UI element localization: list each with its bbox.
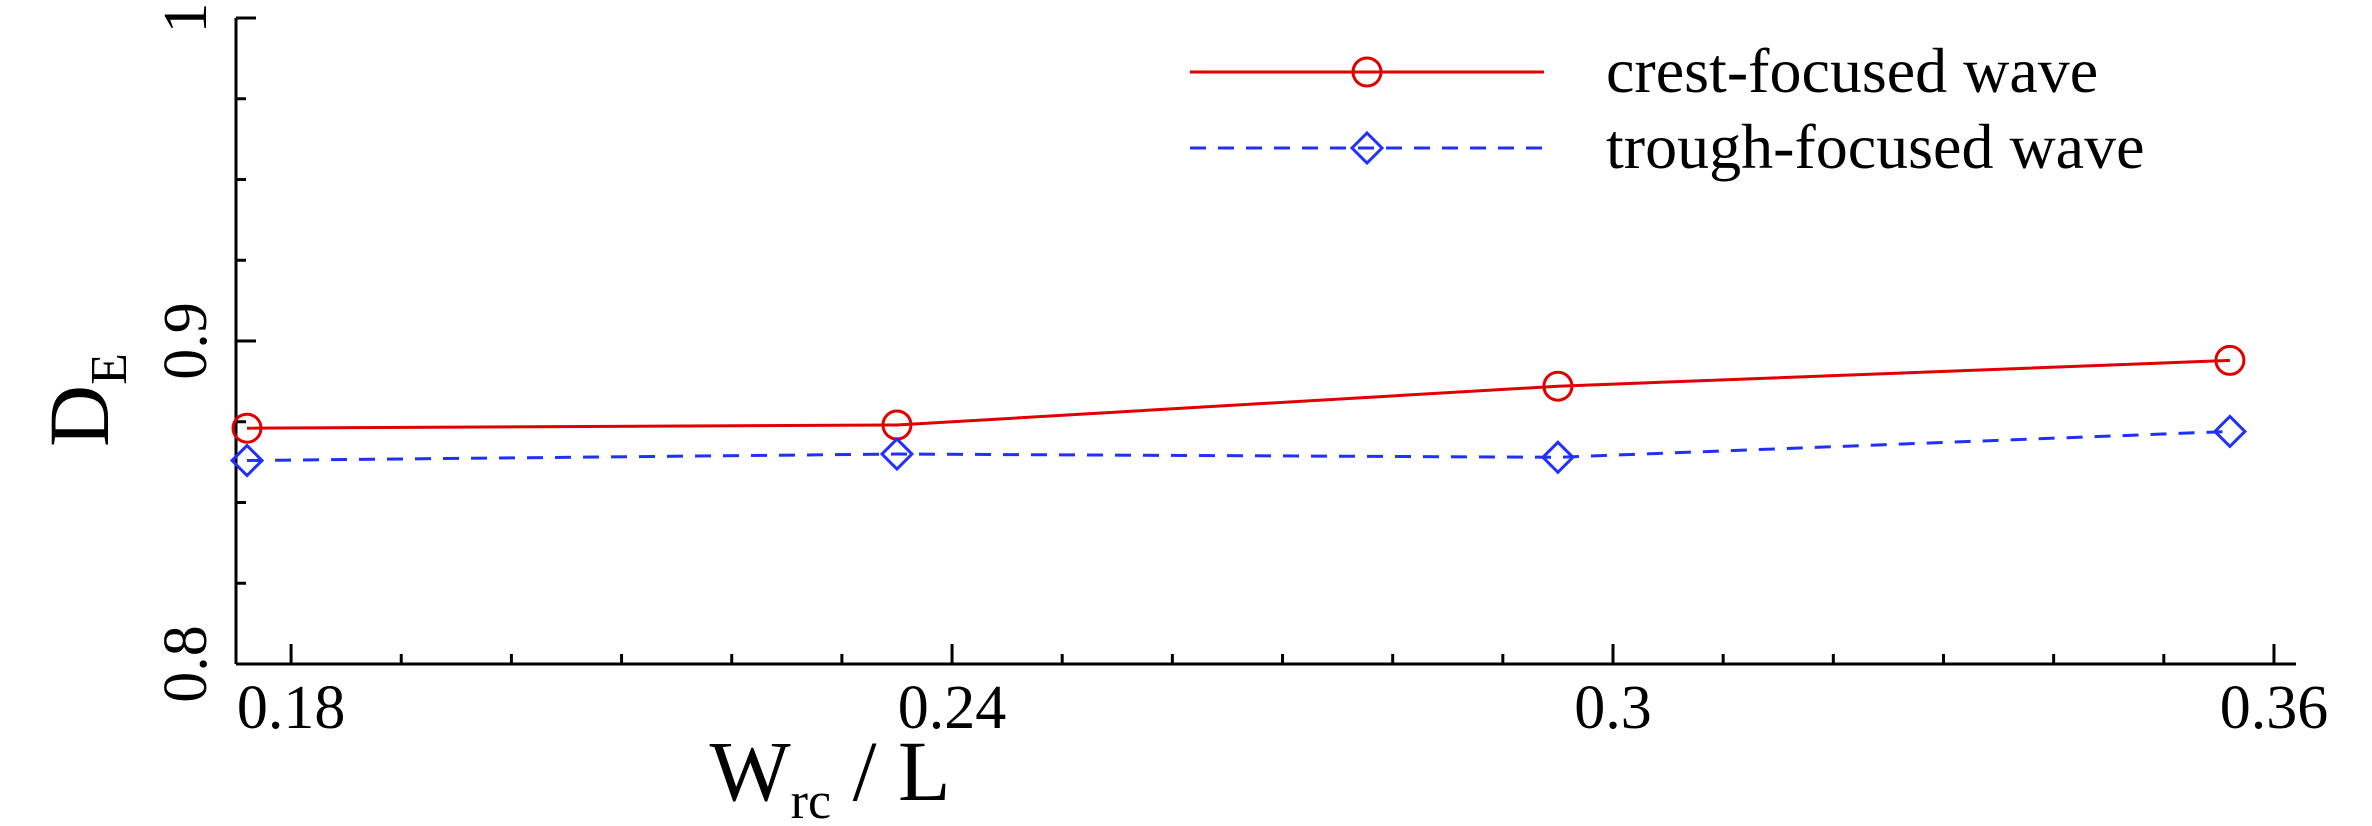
legend-marker: [1349, 130, 1385, 166]
legend-entry: trough-focused wave: [1190, 111, 2144, 182]
data-point: [1540, 440, 1576, 475]
x-tick-label: 0.3: [1574, 674, 1652, 742]
series-line: [247, 358, 2230, 430]
x-axis-title-suffix: / L: [831, 723, 950, 819]
legend-label: crest-focused wave: [1606, 35, 2098, 106]
legend-entry: crest-focused wave: [1190, 35, 2098, 106]
series-trough: [229, 414, 2248, 478]
data-point: [229, 443, 265, 478]
legend-marker: [1351, 56, 1383, 88]
y-axis-title: DE: [31, 353, 138, 447]
data-point: [879, 436, 915, 472]
y-axis-title-main: D: [31, 385, 127, 447]
y-tick-label: 0.9: [152, 302, 220, 380]
y-axis-title-sub: E: [81, 353, 138, 385]
x-axis-title-sub: rc: [791, 773, 831, 826]
data-point: [231, 412, 263, 444]
series-line: [247, 429, 2230, 463]
x-tick-label: 0.36: [2220, 674, 2329, 742]
x-tick-label: 0.24: [898, 674, 1007, 742]
y-tick-label: 0.8: [152, 625, 220, 703]
data-point: [1542, 370, 1574, 402]
x-tick-label: 0.18: [237, 674, 346, 742]
x-axis-title-main: W: [709, 723, 790, 819]
y-tick-label: 1: [152, 3, 220, 34]
legend-label: trough-focused wave: [1606, 111, 2144, 182]
series-crest: [231, 344, 2246, 444]
data-point: [2212, 414, 2248, 449]
series-layer: [229, 344, 2248, 478]
axes: 0.8 0.9 1 0.18 0.24 0.3 0.36: [152, 3, 2328, 743]
data-point: [2214, 344, 2246, 376]
x-axis-title: Wrc / L: [709, 723, 950, 826]
